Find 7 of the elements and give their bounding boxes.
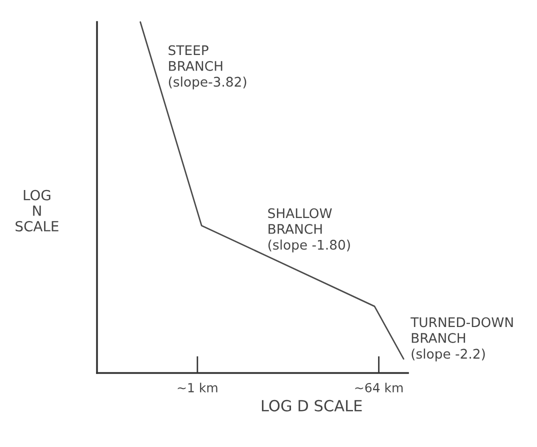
annotation: STEEP BRANCH (slope-3.82) xyxy=(168,45,246,90)
x-tick-label: ~1 km xyxy=(178,382,218,392)
x-axis-title: LOG D SCALE xyxy=(262,400,362,412)
x-tick-label: ~64 km xyxy=(355,382,403,392)
annotation: SHALLOW BRANCH (slope -1.80) xyxy=(268,208,350,252)
text: TURNED-DOWN BRANCH (slope -2.2) xyxy=(410,317,513,362)
y-axis-title: LOG N SCALE xyxy=(16,190,58,232)
